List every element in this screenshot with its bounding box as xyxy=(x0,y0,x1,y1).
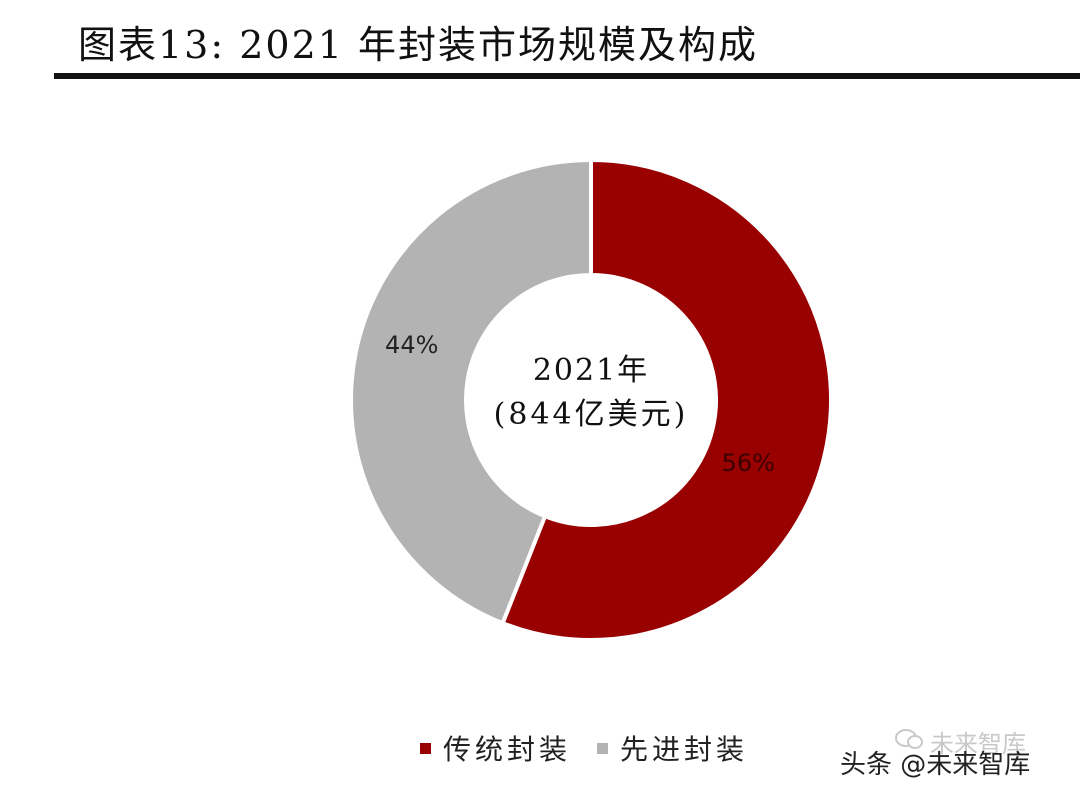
title-rule xyxy=(54,73,1080,79)
slice-label-traditional: 56% xyxy=(722,449,775,477)
watermark-bottom-text: 头条 @未来智库 xyxy=(840,750,1031,780)
center-label-year: 2021年 xyxy=(533,353,649,388)
watermark-top-text: 未来智库 xyxy=(930,730,1026,758)
legend-item-advanced: 先进封装 xyxy=(597,728,748,768)
legend: 传统封装 先进封装 xyxy=(420,728,748,768)
legend-label-advanced: 先进封装 xyxy=(620,733,749,766)
watermark: 未来智库 头条 @未来智库 xyxy=(840,724,1070,784)
donut-slice-traditional xyxy=(500,157,833,642)
legend-swatch-advanced xyxy=(597,742,609,754)
legend-swatch-traditional xyxy=(420,742,431,754)
chart-title: 图表13: 2021 年封装市场规模及构成 xyxy=(78,23,759,67)
legend-label-traditional: 传统封装 xyxy=(443,733,572,766)
legend-item-traditional: 传统封装 xyxy=(420,728,571,768)
center-label-total: (844亿美元) xyxy=(494,397,689,432)
title-bar: 图表13: 2021 年封装市场规模及构成 xyxy=(54,0,1080,82)
wechat-logo-icon xyxy=(895,729,923,749)
donut-slice-advanced xyxy=(349,157,593,626)
slice-label-advanced: 44% xyxy=(385,331,438,359)
